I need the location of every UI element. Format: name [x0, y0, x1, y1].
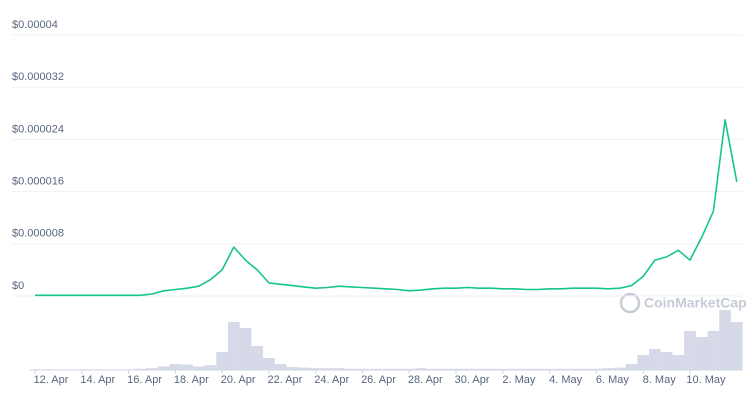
volume-bar: [461, 368, 474, 370]
x-tick-label: 24. Apr: [314, 374, 349, 386]
volume-bar: [134, 368, 147, 370]
volume-bar: [672, 355, 685, 370]
volume-bar: [333, 368, 345, 370]
volume-bar: [719, 310, 731, 370]
y-tick-label: $0.000024: [12, 123, 64, 135]
x-tick-label: 22. Apr: [267, 374, 302, 386]
y-tick-label: $0.00004: [12, 19, 58, 31]
volume-bar: [637, 355, 650, 370]
x-tick-label: 26. Apr: [361, 374, 396, 386]
x-tick-label: 8. May: [643, 374, 677, 386]
volume-bar: [204, 365, 217, 370]
volume-bar: [286, 367, 299, 370]
volume-bar: [497, 368, 509, 370]
volume-bar: [251, 346, 264, 370]
volume-bar: [613, 367, 626, 370]
volume-bar: [473, 368, 486, 370]
volume-bar: [684, 331, 696, 370]
volume-bar: [450, 368, 462, 370]
x-tick-label: 2. May: [502, 374, 536, 386]
x-tick-label: 14. Apr: [80, 374, 115, 386]
volume-bar: [356, 368, 369, 370]
volume-bar: [426, 368, 439, 370]
volume-bar: [169, 364, 182, 370]
x-tick-label: 18. Apr: [174, 374, 209, 386]
volume-bar: [578, 368, 591, 370]
volume-bar: [227, 322, 240, 370]
volume-bar: [239, 328, 252, 370]
y-tick-label: $0: [12, 280, 24, 292]
x-tick-label: 10. May: [686, 374, 726, 386]
price-line: [35, 119, 738, 297]
x-tick-label: 12. Apr: [34, 374, 69, 386]
volume-bar: [321, 368, 334, 370]
volume-bar: [508, 368, 521, 370]
volume-bar: [485, 368, 498, 370]
volume-bar: [555, 368, 568, 370]
volume-bar: [543, 368, 556, 370]
volume-bar: [274, 364, 287, 370]
volume-bar: [192, 366, 205, 370]
x-tick-label: 16. Apr: [127, 374, 162, 386]
y-tick-label: $0.000016: [12, 176, 64, 188]
volume-bar: [660, 352, 673, 370]
volume-bar: [590, 368, 603, 370]
volume-bar: [391, 368, 404, 370]
x-tick-label: 28. Apr: [408, 374, 443, 386]
watermark: CoinMarketCap: [619, 292, 747, 314]
volume-bar: [602, 368, 614, 370]
x-tick-label: 4. May: [549, 374, 583, 386]
volume-bar: [403, 368, 416, 370]
volume-bar: [520, 368, 533, 370]
volume-bar: [344, 368, 357, 370]
volume-bar: [298, 367, 310, 370]
volume-bar: [157, 366, 170, 370]
volume-bar: [567, 368, 579, 370]
x-tick-label: 30. Apr: [455, 374, 490, 386]
volume-bar: [649, 349, 661, 370]
volume-bar: [415, 368, 427, 370]
volume-bar: [625, 364, 638, 370]
volume-bar: [368, 368, 381, 370]
volume-bar: [181, 364, 193, 370]
volume-bar: [438, 368, 451, 370]
volume-bar: [216, 352, 228, 370]
volume-bar: [146, 368, 158, 370]
volume-bar: [532, 368, 544, 370]
volume-bar: [309, 368, 322, 370]
x-tick-label: 6. May: [596, 374, 630, 386]
y-tick-label: $0.000008: [12, 228, 64, 240]
volume-bar: [380, 368, 392, 370]
y-tick-label: $0.000032: [12, 71, 64, 83]
volume-bar: [730, 322, 743, 370]
volume-bar: [695, 337, 708, 370]
volume-bar: [707, 331, 720, 370]
volume-bar: [263, 358, 275, 370]
x-tick-label: 20. Apr: [221, 374, 256, 386]
watermark-text: CoinMarketCap: [644, 295, 747, 311]
